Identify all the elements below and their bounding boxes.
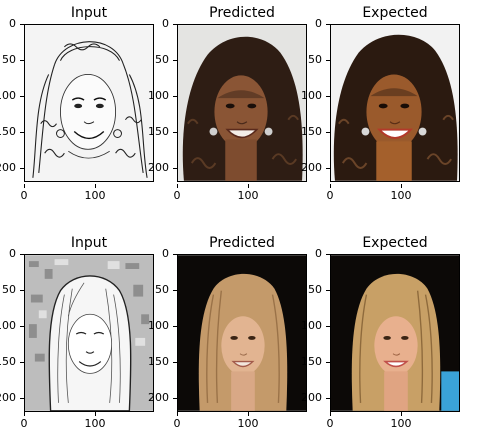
y-tick: 150 [292, 356, 330, 368]
curly-woman-sketch [25, 25, 153, 181]
panel-r1-input: Input [0, 5, 154, 202]
y-tick: 0 [0, 248, 24, 260]
panel-r1-expected: Expected 0 50 100 150 200 0 100 [301, 5, 460, 202]
y-tick: 150 [139, 126, 177, 138]
x-tick: 100 [386, 184, 416, 202]
y-tick: 200 [0, 162, 24, 174]
x-tick: 0 [9, 184, 39, 202]
panel-r2-expected: Expected 0 50 100 150 200 0 100 [301, 235, 460, 430]
x-tick: 100 [80, 184, 110, 202]
photo-image [330, 254, 460, 412]
x-tick: 100 [80, 412, 110, 430]
y-tick: 50 [292, 284, 330, 296]
y-tick: 0 [0, 18, 24, 30]
panel-title: Expected [362, 235, 428, 251]
curly-woman-expected-photo [331, 25, 459, 181]
x-tick: 0 [9, 412, 39, 430]
photo-image [330, 24, 460, 182]
y-tick: 0 [139, 18, 177, 30]
x-tick: 0 [162, 412, 192, 430]
panel-title: Input [70, 235, 108, 251]
panel-title: Input [70, 5, 108, 21]
x-tick: 100 [386, 412, 416, 430]
y-tick: 200 [139, 162, 177, 174]
blonde-woman-expected-photo [331, 255, 459, 411]
panel-title: Predicted [209, 235, 275, 251]
y-tick: 150 [292, 126, 330, 138]
y-tick: 100 [139, 90, 177, 102]
y-tick: 200 [139, 392, 177, 404]
y-tick: 200 [0, 392, 24, 404]
sketch-image [24, 254, 154, 412]
y-tick: 100 [139, 320, 177, 332]
x-tick: 0 [315, 184, 345, 202]
y-tick: 100 [0, 320, 24, 332]
sketch-image [24, 24, 154, 182]
y-tick: 100 [292, 320, 330, 332]
y-tick: 50 [139, 284, 177, 296]
x-tick: 100 [233, 184, 263, 202]
y-tick: 0 [139, 248, 177, 260]
y-tick: 100 [292, 90, 330, 102]
y-tick: 150 [0, 356, 24, 368]
panel-r2-input: Input [0, 235, 154, 430]
y-tick: 50 [0, 54, 24, 66]
y-tick: 50 [0, 284, 24, 296]
panel-r1-predicted: Predicted 0 50 100 150 200 0 100 [148, 5, 307, 202]
y-tick: 150 [139, 356, 177, 368]
y-tick: 150 [0, 126, 24, 138]
y-tick: 200 [292, 162, 330, 174]
photo-image [177, 254, 307, 412]
y-tick: 200 [292, 392, 330, 404]
y-tick: 100 [0, 90, 24, 102]
panel-title: Expected [362, 5, 428, 21]
y-tick: 50 [292, 54, 330, 66]
y-tick: 0 [292, 248, 330, 260]
y-tick: 0 [292, 18, 330, 30]
curly-woman-predicted-photo [178, 25, 306, 181]
y-tick: 50 [139, 54, 177, 66]
blonde-woman-predicted-photo [178, 255, 306, 411]
panel-title: Predicted [209, 5, 275, 21]
x-tick: 100 [233, 412, 263, 430]
x-tick: 0 [315, 412, 345, 430]
panel-r2-predicted: Predicted 0 50 100 150 200 0 100 [148, 235, 307, 430]
x-tick: 0 [162, 184, 192, 202]
blonde-woman-sketch [25, 255, 153, 411]
photo-image [177, 24, 307, 182]
